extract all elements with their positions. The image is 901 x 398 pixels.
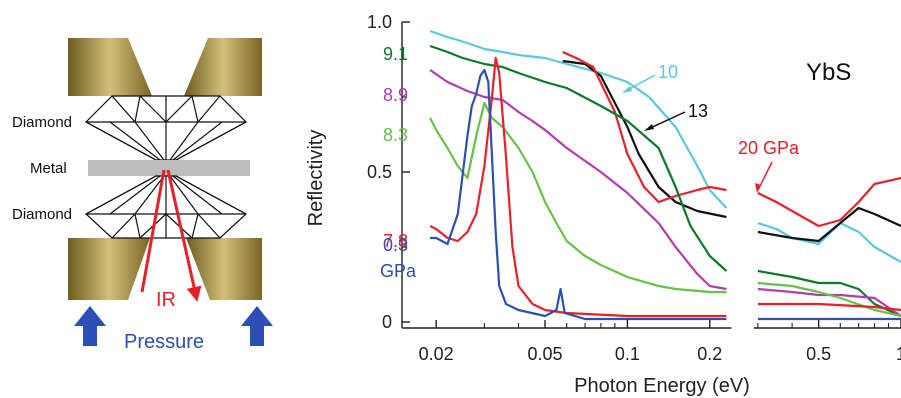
metal-gasket xyxy=(88,160,250,176)
series-label-8-3: 8.3 xyxy=(383,125,408,145)
y-tick-label-0: 0 xyxy=(382,312,392,332)
pointer-13-arrowhead xyxy=(644,124,654,131)
series-label-gpa-blue: GPa xyxy=(380,261,417,281)
reflectivity-chart: 0 0.5 1.0 0.02 0.05 0.1 0.2 0.5 1 Reflectivity P… xyxy=(305,12,901,397)
x-tick-label-2: 0.1 xyxy=(615,344,640,364)
series-label-8-9: 8.9 xyxy=(383,85,408,105)
pressure-arrow-left-icon xyxy=(74,306,106,346)
series-line-0-part-1 xyxy=(757,221,901,263)
diamond-bottom-label: Diamond xyxy=(12,206,72,223)
x-tick-label-1: 0.05 xyxy=(528,344,563,364)
y-tick-label-1: 0.5 xyxy=(367,162,392,182)
series-label-13: 13 xyxy=(688,101,708,121)
x-tick-label-0: 0.02 xyxy=(419,344,454,364)
pointer-10-arrowhead xyxy=(622,86,632,93)
series-layer xyxy=(429,29,901,321)
annotation-ybs: YbS xyxy=(806,59,851,86)
series-line-4-part-0 xyxy=(429,69,727,291)
top-left-anvil-holder xyxy=(68,38,152,96)
diamond-anvil-cell-diagram: Diamond Metal Diamond IR Pressure xyxy=(12,38,273,353)
x-axis-title: Photon Energy (eV) xyxy=(574,375,750,397)
series-line-1-part-1 xyxy=(757,206,901,243)
x-tick-label-4: 0.5 xyxy=(806,344,831,364)
pointer-20gpa-arrowhead xyxy=(755,183,761,193)
series-line-6-part-1 xyxy=(757,302,901,312)
series-line-7-part-0 xyxy=(430,68,727,321)
series-line-0-part-0 xyxy=(429,29,728,209)
y-axis-title: Reflectivity xyxy=(305,130,327,227)
series-line-3-part-1 xyxy=(757,269,901,318)
bottom-left-anvil-holder xyxy=(68,238,150,300)
metal-label: Metal xyxy=(30,160,67,177)
series-line-5-part-0 xyxy=(429,101,727,294)
series-line-2-part-1 xyxy=(757,176,901,228)
x-tick-label-5: 1 xyxy=(896,344,901,364)
y-tick-label-2: 1.0 xyxy=(367,12,392,32)
bottom-right-anvil-holder xyxy=(186,238,262,300)
series-line-2-part-0 xyxy=(562,50,727,204)
diamond-top-label: Diamond xyxy=(12,114,72,131)
series-label-0-3: 0.3 xyxy=(383,235,408,255)
ir-beam-out xyxy=(166,169,202,302)
ir-beam-in xyxy=(140,169,166,293)
ir-label: IR xyxy=(156,289,176,311)
series-line-3-part-0 xyxy=(429,44,728,272)
pressure-arrow-right-icon xyxy=(241,306,273,346)
x-tick-label-3: 0.2 xyxy=(697,344,722,364)
pressure-label: Pressure xyxy=(124,331,204,353)
series-label-9-1: 9.1 xyxy=(383,44,408,64)
top-right-anvil-holder xyxy=(184,38,262,96)
series-line-5-part-1 xyxy=(757,281,901,318)
top-diamond xyxy=(85,95,247,161)
ir-beam xyxy=(140,169,202,302)
bottom-diamond xyxy=(84,175,248,239)
series-label-10: 10 xyxy=(658,62,678,82)
label-pointers xyxy=(622,74,773,193)
axes-layer: 0 0.5 1.0 0.02 0.05 0.1 0.2 0.5 1 xyxy=(367,12,901,364)
series-line-1-part-0 xyxy=(562,59,727,219)
series-label-20gpa: 20 GPa xyxy=(738,138,800,158)
series-label-7-8: 7.8 xyxy=(383,231,408,251)
